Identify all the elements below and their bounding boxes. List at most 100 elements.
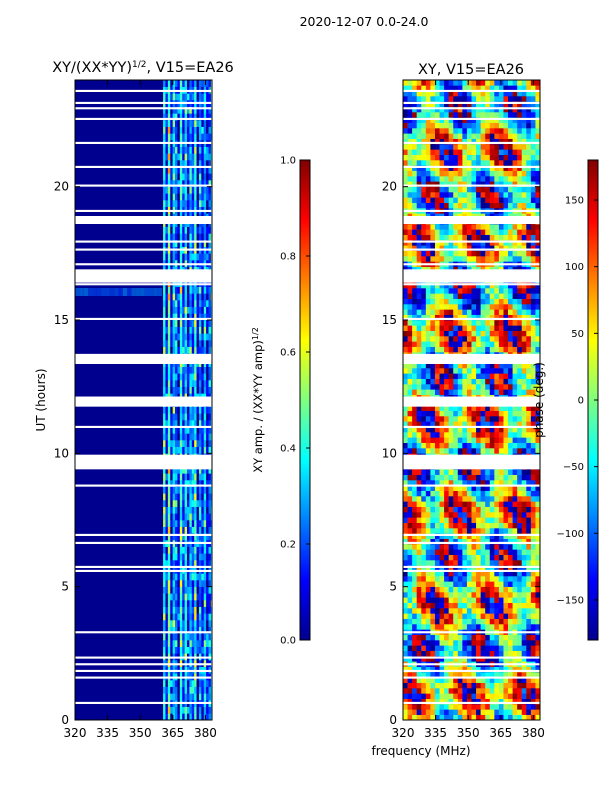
panel-1-cell bbox=[182, 413, 185, 421]
panel-2-cell bbox=[498, 378, 504, 385]
panel-2-cell bbox=[434, 448, 440, 454]
panel-1-cell bbox=[206, 366, 209, 374]
panel-2-cell bbox=[439, 512, 445, 518]
panel-2-cell bbox=[425, 368, 431, 374]
panel-1-cell bbox=[175, 533, 178, 541]
panel-1-cell bbox=[196, 573, 200, 581]
panel-1-cell bbox=[194, 633, 197, 641]
panel-2-cell bbox=[403, 645, 408, 651]
panel-2-cell bbox=[508, 330, 513, 337]
panel-2-cell bbox=[416, 554, 422, 561]
panel-1-cell bbox=[179, 420, 183, 427]
panel-2-cell bbox=[448, 698, 454, 705]
panel-2-cell bbox=[521, 298, 527, 305]
panel-2-cell bbox=[425, 645, 431, 651]
panel-2-cell bbox=[517, 256, 523, 262]
panel-2-cell bbox=[453, 432, 459, 438]
panel-2-cell bbox=[425, 282, 431, 289]
panel-1-cell bbox=[170, 440, 173, 447]
panel-2-cell bbox=[521, 336, 527, 342]
panel-1-cell bbox=[163, 493, 166, 501]
panel-2-cell bbox=[530, 709, 536, 715]
panel-2-cell bbox=[517, 565, 523, 571]
panel-2-cell bbox=[526, 656, 532, 662]
panel-2-cell bbox=[480, 346, 486, 353]
panel-2-cell bbox=[526, 341, 532, 347]
panel-1-cell bbox=[179, 500, 183, 507]
panel-2-cell bbox=[412, 645, 417, 651]
panel-1-cell bbox=[163, 680, 166, 687]
panel-1-cell bbox=[196, 120, 200, 127]
panel-2-cell bbox=[512, 474, 518, 481]
panel-2-cell bbox=[526, 554, 532, 561]
panel-2-cell bbox=[412, 304, 417, 310]
panel-2-cell bbox=[498, 368, 504, 374]
panel-1-cell bbox=[175, 340, 178, 347]
panel-2-cell bbox=[412, 565, 417, 571]
panel-2-cell bbox=[421, 474, 427, 481]
panel-2-cell bbox=[494, 688, 500, 694]
panel-1-cell bbox=[198, 693, 202, 701]
panel-1-cell bbox=[206, 173, 209, 181]
panel-2-cell bbox=[512, 501, 518, 507]
panel-2-cell bbox=[485, 416, 491, 422]
panel-2-cell bbox=[453, 554, 459, 561]
panel-1-cell bbox=[177, 613, 181, 621]
panel-2-cell bbox=[425, 314, 431, 321]
panel-2-cell bbox=[403, 325, 408, 331]
panel-2-cell bbox=[444, 309, 449, 315]
panel-2-cell bbox=[448, 490, 454, 497]
panel-1-cell bbox=[186, 573, 190, 581]
panel-2-cell bbox=[462, 421, 468, 427]
panel-1-cell bbox=[203, 106, 207, 114]
panel-2-cell bbox=[471, 522, 477, 529]
panel-2-cell bbox=[416, 634, 422, 641]
panel-1-cell bbox=[182, 113, 185, 121]
panel-2-cell bbox=[407, 554, 413, 561]
panel-1-cell bbox=[184, 633, 188, 641]
panel-1-cell bbox=[163, 186, 166, 194]
panel-2-cell bbox=[517, 554, 523, 561]
panel-2-cell bbox=[471, 490, 477, 497]
panel-2-cell bbox=[503, 373, 509, 379]
panel-2-cell bbox=[457, 304, 463, 310]
panel-2-cell bbox=[535, 320, 541, 326]
panel-2-cell bbox=[466, 688, 472, 694]
panel-2-cell bbox=[444, 709, 449, 715]
panel-2-cell bbox=[407, 298, 413, 305]
panel-1-cell bbox=[179, 680, 183, 687]
panel-2-cell bbox=[448, 469, 454, 475]
panel-1-cell bbox=[175, 200, 178, 207]
panel-1-cell bbox=[201, 500, 205, 507]
panel-1-cell bbox=[163, 466, 166, 474]
panel-2-cell bbox=[485, 698, 491, 705]
panel-1-cell bbox=[201, 586, 205, 594]
panel-2-cell bbox=[489, 288, 495, 294]
panel-2-cell bbox=[489, 485, 495, 491]
panel-2-cell bbox=[485, 570, 491, 577]
panel-1-cell bbox=[194, 500, 197, 507]
panel-2-cell bbox=[407, 448, 413, 454]
panel-1-cell bbox=[206, 93, 209, 101]
panel-2-cell bbox=[407, 250, 413, 257]
panel-1-cell bbox=[206, 626, 209, 634]
panel-1-cell bbox=[201, 520, 205, 527]
panel-2-cell bbox=[466, 362, 472, 369]
panel-2-cell bbox=[517, 373, 523, 379]
colorbar-1-tick-label: 0.2 bbox=[280, 540, 296, 551]
panel-1-cell bbox=[182, 346, 185, 354]
panel-2-cell bbox=[530, 560, 536, 566]
panel-2-cell bbox=[407, 314, 413, 321]
panel-2-cell bbox=[416, 432, 422, 438]
panel-1-cell bbox=[163, 693, 166, 701]
panel-2-cell bbox=[412, 245, 417, 251]
panel-1-cell bbox=[203, 693, 207, 701]
panel-2-cell bbox=[430, 672, 436, 678]
panel-2-cell bbox=[480, 256, 486, 262]
panel-2-cell bbox=[434, 490, 440, 497]
panel-1-cell bbox=[208, 426, 212, 434]
panel-2-cell bbox=[476, 608, 481, 614]
panel-1-cell bbox=[163, 513, 166, 521]
panel-2-cell bbox=[526, 320, 532, 326]
panel-2-cell bbox=[489, 554, 495, 561]
